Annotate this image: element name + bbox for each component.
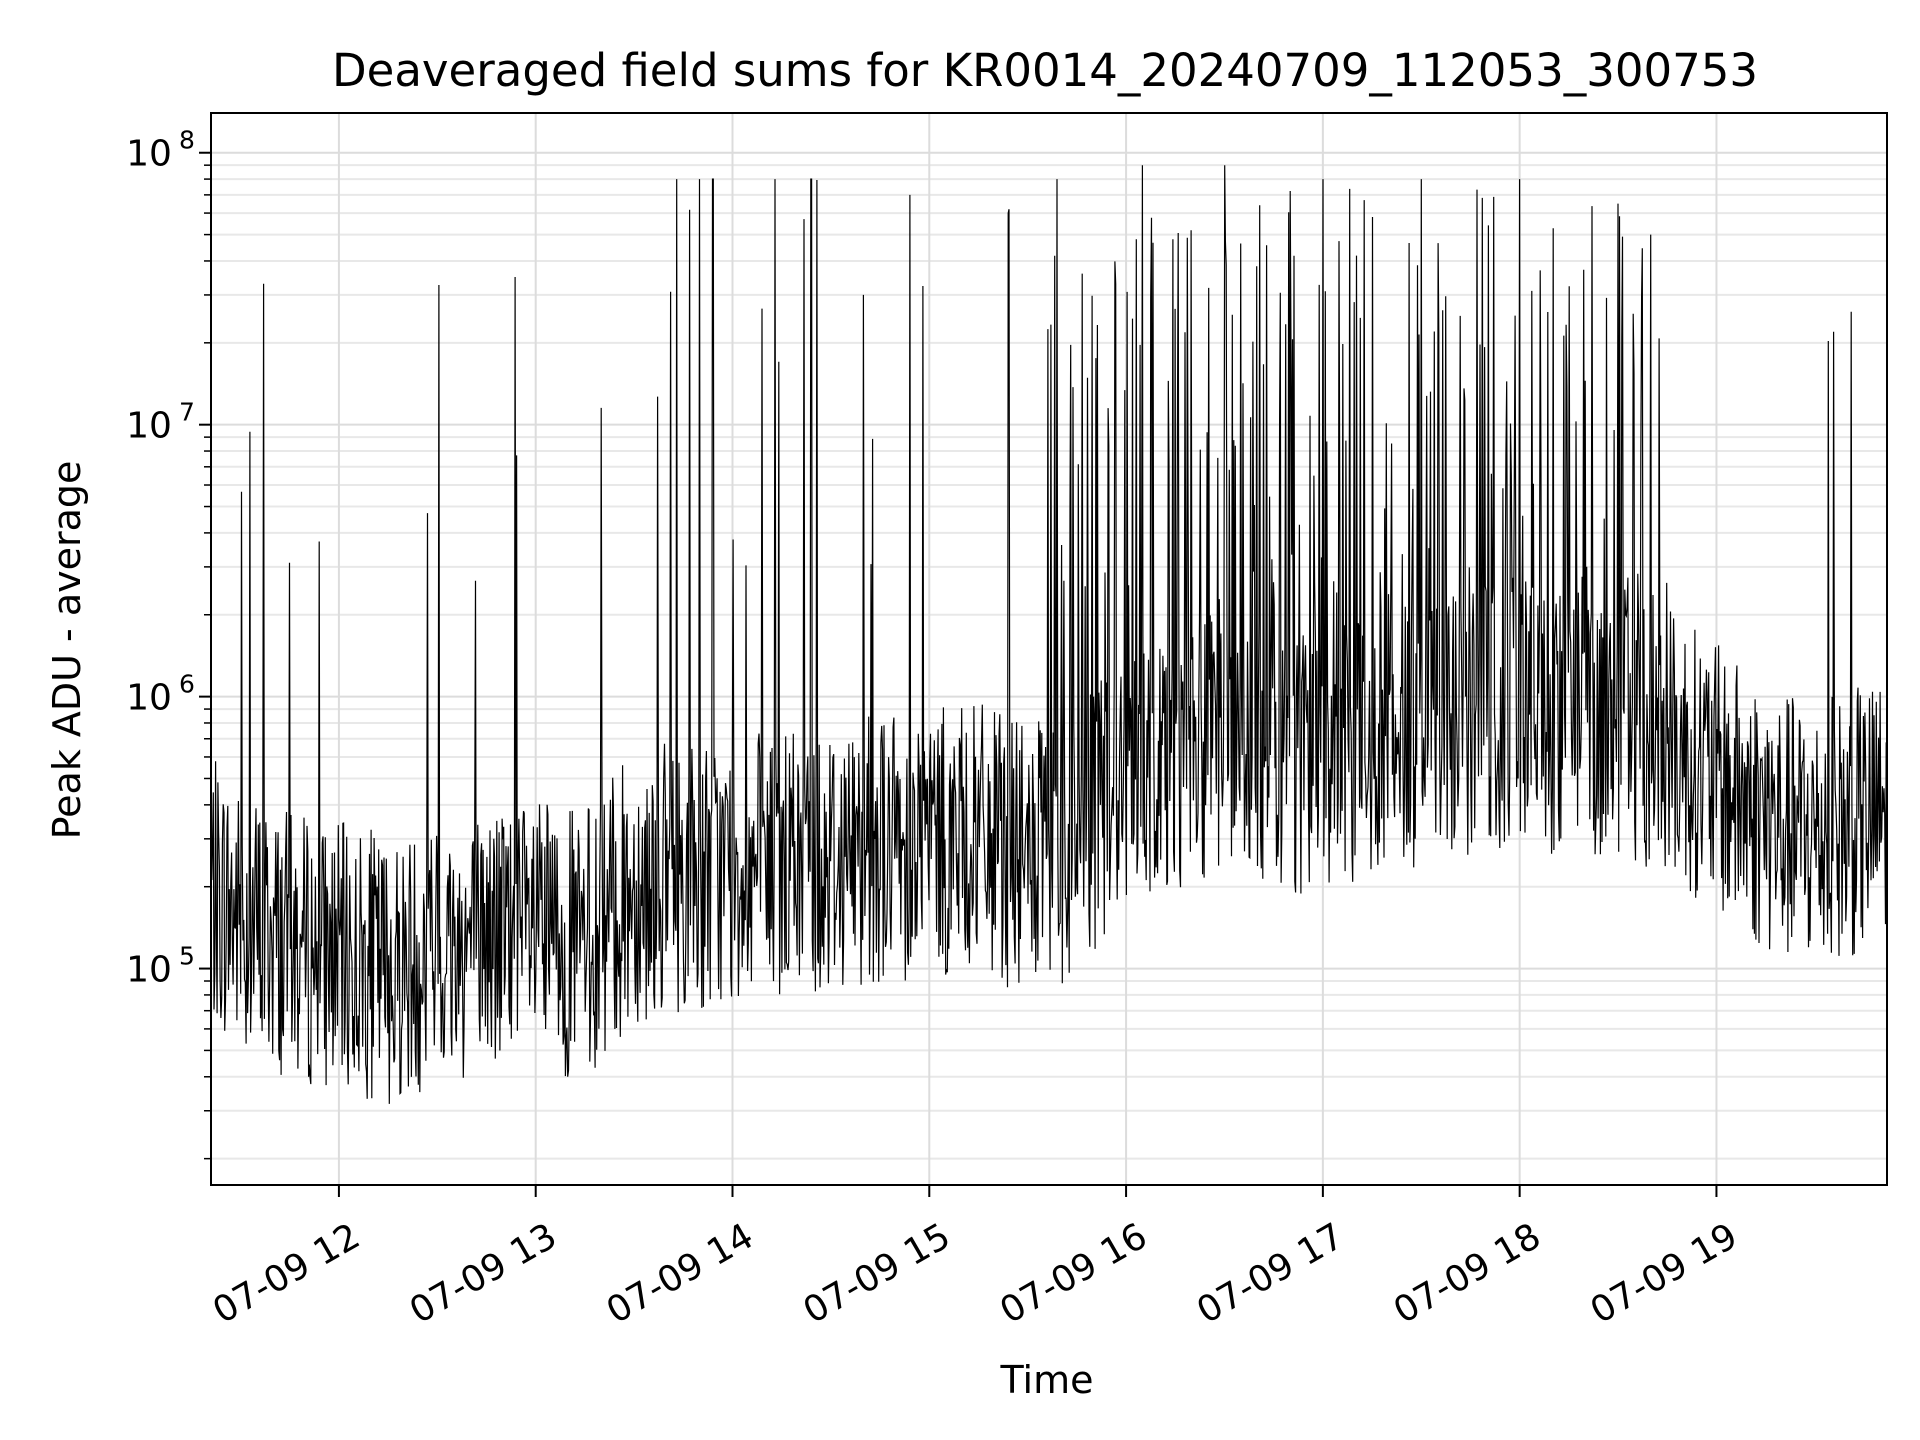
y-axis-label: Peak ADU - average [45,461,89,840]
x-tick-label: 07-09 12 [206,1216,367,1332]
x-axis-label: Time [1000,1358,1094,1402]
x-tick-label: 07-09 19 [1584,1216,1745,1332]
y-tick-exponent: 7 [179,398,195,427]
y-tick-label: 10 [126,950,172,991]
series-path [210,165,1888,1104]
x-tick-label: 07-09 18 [1387,1216,1548,1332]
y-tick-exponent: 5 [179,942,195,971]
y-tick-label: 10 [126,406,172,447]
chart-title: Deaveraged field sums for KR0014_2024070… [332,44,1758,97]
x-tick-label: 07-09 14 [600,1216,761,1332]
series-line [210,165,1888,1104]
x-tick-label: 07-09 15 [797,1216,958,1332]
y-tick-exponent: 6 [179,670,195,699]
y-tick-label: 10 [126,134,172,175]
x-axis: 07-09 12 07-09 13 07-09 14 07-09 15 07-09 16… [206,1185,1744,1332]
x-tick-label: 07-09 17 [1190,1216,1351,1332]
x-tick-label: 07-09 13 [403,1216,564,1332]
y-tick-exponent: 8 [179,126,195,155]
plot-area [210,112,1888,1186]
y-tick-label: 10 [126,678,172,719]
x-tick-label: 07-09 16 [993,1216,1154,1332]
